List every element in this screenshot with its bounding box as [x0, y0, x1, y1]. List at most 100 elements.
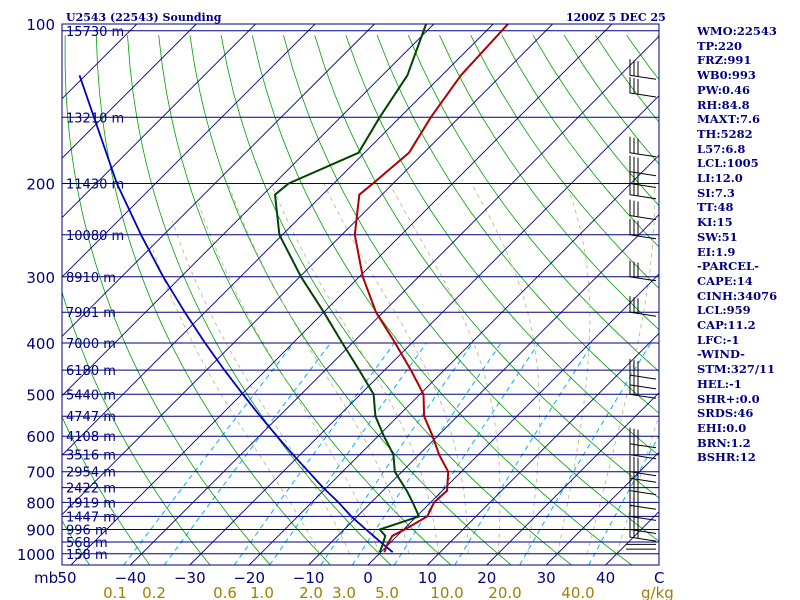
wind-barb: [629, 218, 657, 240]
temperature-tick-label: −40: [115, 569, 147, 587]
dry-adiabat: [470, 35, 659, 289]
index-line: TT:48: [697, 200, 734, 215]
mixing-ratio-line: [233, 342, 395, 565]
height-label: 568 m: [66, 536, 108, 551]
mixing-ratio-unit: g/kg: [641, 584, 674, 600]
mixing-ratio-label: 0.1: [103, 584, 127, 600]
wind-barb: [629, 155, 657, 177]
height-label: 7901 m: [66, 306, 116, 321]
index-line: KI:15: [697, 215, 733, 230]
index-line: LCL:959: [697, 303, 751, 318]
wind-barb: [629, 359, 657, 380]
mixing-ratio-label: 5.0: [375, 584, 399, 600]
station-title: U2543 (22543) Sounding: [66, 11, 222, 24]
temperature-tick-label: 30: [537, 569, 556, 587]
dry-adiabat: [0, 35, 29, 565]
temperature-tick-label: −30: [174, 569, 206, 587]
pressure-tick-label: 1000: [17, 546, 55, 564]
dry-adiabat: [64, 35, 271, 565]
pressure-tick-label: 600: [26, 428, 55, 446]
pressure-tick-label: 300: [26, 269, 55, 287]
mixing-ratio-line: [588, 434, 659, 565]
height-label: 3516 m: [66, 449, 116, 464]
isotherm-line: [62, 24, 494, 456]
dry-adiabat: [439, 35, 659, 331]
mixing-ratio-label: 3.0: [332, 584, 356, 600]
plot-frame: [61, 23, 660, 566]
mixing-ratio-label: 2.0: [299, 584, 323, 600]
index-line: FRZ:991: [697, 53, 752, 68]
index-line: EI:1.9: [697, 244, 736, 259]
temperature-trace: [353, 24, 509, 553]
x-label-left: mb: [34, 569, 58, 587]
isotherm-line: [130, 35, 659, 565]
mixing-ratio-label: 1.0: [250, 584, 274, 600]
height-label: 5440 m: [66, 388, 116, 403]
pressure-tick-label: 900: [26, 522, 55, 540]
height-label: 15730 m: [66, 25, 124, 40]
height-label: 1919 m: [66, 496, 116, 511]
temperature-tick-label: −10: [293, 569, 325, 587]
isotherm-line: [486, 392, 659, 565]
mixing-ratio-label: 0.6: [213, 584, 237, 600]
moist-adiabat: [471, 183, 541, 554]
pressure-tick-label: 400: [26, 335, 55, 353]
mixing-ratio-label: 0.2: [142, 584, 166, 600]
moist-adiabat: [323, 183, 469, 554]
isotherm-line: [62, 24, 375, 338]
isotherm-line: [62, 24, 256, 219]
index-line: MAXT:7.6: [697, 112, 760, 127]
index-line: LCL:1005: [697, 156, 759, 171]
dry-adiabat: [407, 35, 659, 372]
dry-adiabat: [62, 415, 151, 565]
pressure-tick-label: 800: [26, 494, 55, 512]
wind-barb: [629, 136, 657, 158]
dewpoint-trace: [274, 24, 428, 553]
height-label: 4747 m: [66, 410, 116, 425]
mixing-ratio-line: [320, 342, 474, 565]
wind-barb: [629, 199, 657, 221]
index-line: STM:327/11: [697, 362, 776, 377]
height-label: 4108 m: [66, 430, 116, 445]
height-label: 1447 m: [66, 510, 116, 525]
isotherm-line: [62, 24, 316, 278]
wind-barb: [629, 260, 657, 282]
pressure-tick-label: 200: [26, 176, 55, 194]
mixing-ratio-line: [519, 342, 652, 565]
height-label: 996 m: [66, 524, 108, 539]
moist-adiabat: [556, 183, 591, 554]
index-line: CAPE:14: [697, 273, 753, 288]
isotherm-line: [427, 332, 659, 565]
mixing-ratio-line: [351, 342, 502, 565]
height-label: 11430 m: [66, 178, 124, 193]
wind-barb-column: [626, 59, 657, 550]
x-label-right: C: [654, 569, 664, 587]
index-line: HEL:-1: [697, 376, 742, 391]
index-line: -PARCEL-: [697, 259, 759, 274]
moist-adiabat: [227, 183, 410, 554]
temperature-tick-label: 50: [57, 569, 76, 587]
sounding-time: 1200Z 5 DEC 25: [566, 11, 666, 24]
dry-adiabat: [95, 35, 331, 565]
index-line: EHI:0.0: [697, 420, 747, 435]
index-line: SRDS:46: [697, 406, 754, 421]
index-line: -WIND-: [697, 347, 745, 362]
isotherm-line: [62, 24, 435, 397]
dry-adiabat: [189, 35, 512, 565]
index-line: CAP:11.2: [697, 318, 756, 333]
height-label: 8910 m: [66, 271, 116, 286]
index-line: BSHR:12: [697, 450, 756, 465]
isotherm-line: [62, 24, 553, 516]
moist-adiabat: [389, 183, 501, 554]
mixing-ratio-line: [269, 342, 427, 565]
mixing-ratio-line: [163, 342, 331, 565]
dry-adiabat: [220, 35, 572, 565]
pressure-tick-label: 700: [26, 464, 55, 482]
mixing-ratio-line: [454, 342, 594, 565]
height-label: 7000 m: [66, 337, 116, 352]
moist-adiabat: [196, 199, 380, 554]
index-line: BRN:1.2: [697, 435, 751, 450]
temperature-tick-label: 40: [596, 569, 615, 587]
pressure-tick-label: 500: [26, 386, 55, 404]
dry-adiabat: [283, 35, 659, 542]
